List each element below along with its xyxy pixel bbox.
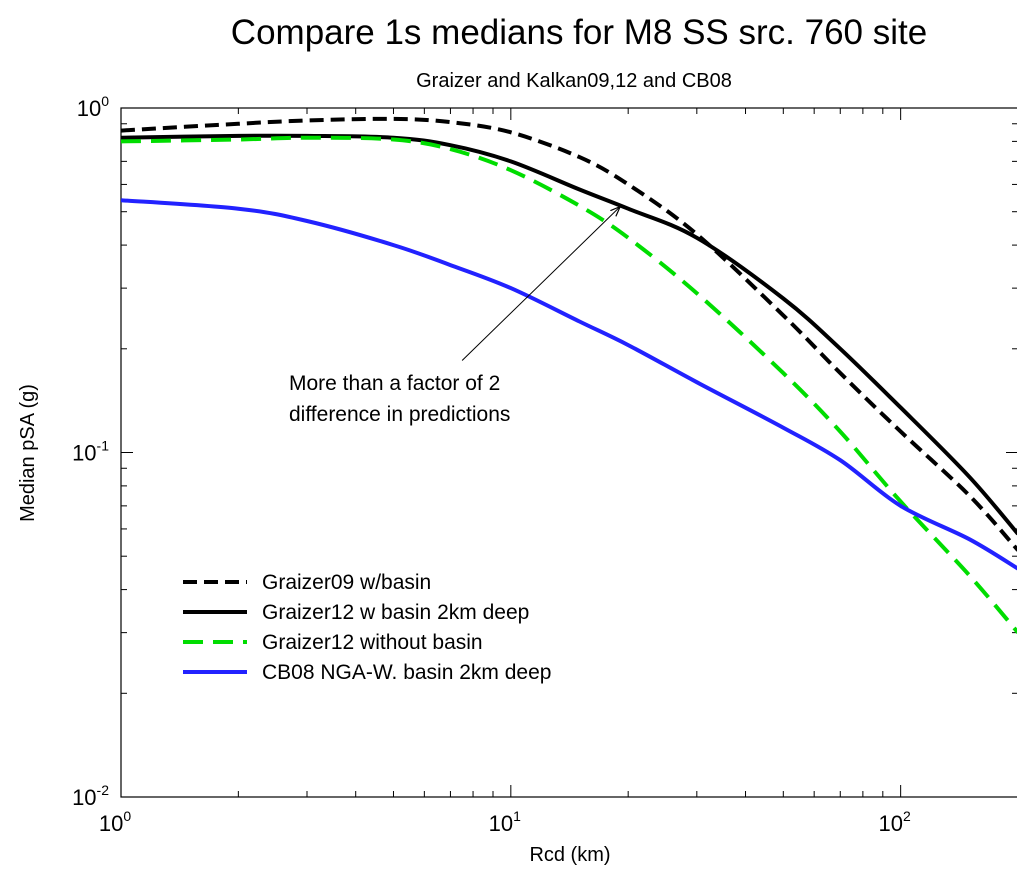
chart-subtitle: Graizer and Kalkan09,12 and CB08 bbox=[416, 70, 732, 92]
y-tick-label: 100 bbox=[77, 93, 109, 121]
annotation-text: difference in predictions bbox=[289, 403, 510, 426]
x-tick-base: 10 bbox=[99, 811, 123, 836]
chart-title: Compare 1s medians for M8 SS src. 760 si… bbox=[231, 13, 927, 52]
y-tick-exponent: -2 bbox=[97, 782, 110, 798]
x-tick-base: 10 bbox=[879, 811, 903, 836]
y-tick-label: 10-1 bbox=[72, 438, 109, 466]
series-line-2 bbox=[121, 133, 1017, 536]
legend-label: Graizer12 without basin bbox=[262, 631, 483, 654]
annotation-arrow bbox=[461, 207, 619, 361]
series-line-3 bbox=[121, 135, 1017, 634]
x-tick-exponent: 1 bbox=[513, 808, 521, 824]
y-tick-base: 10 bbox=[72, 785, 96, 810]
x-tick-base: 10 bbox=[489, 811, 513, 836]
x-tick-exponent: 2 bbox=[903, 808, 911, 824]
y-tick-base: 10 bbox=[72, 441, 96, 466]
annotation-text: More than a factor of 2 bbox=[289, 372, 500, 395]
y-tick-base: 10 bbox=[77, 96, 101, 121]
y-tick-exponent: -1 bbox=[97, 438, 110, 454]
x-tick-label: 102 bbox=[879, 808, 911, 836]
y-tick-exponent: 0 bbox=[101, 93, 109, 109]
legend-label: Graizer09 w/basin bbox=[262, 571, 431, 594]
series-line-1 bbox=[121, 116, 1017, 552]
annotation: More than a factor of 2 difference in pre… bbox=[289, 207, 619, 426]
x-tick-label: 101 bbox=[489, 808, 521, 836]
series-lines bbox=[121, 116, 1017, 634]
series-line-4 bbox=[121, 198, 1017, 571]
legend: Graizer09 w/basin Graizer12 w basin 2km d… bbox=[183, 571, 551, 684]
legend-label: Graizer12 w basin 2km deep bbox=[262, 601, 529, 624]
x-tick-exponent: 0 bbox=[123, 808, 131, 824]
legend-label: CB08 NGA-W. basin 2km deep bbox=[262, 661, 551, 684]
x-tick-label: 100 bbox=[99, 808, 131, 836]
y-tick-label: 10-2 bbox=[72, 782, 109, 810]
x-axis-label: Rcd (km) bbox=[529, 844, 610, 866]
y-axis-label: Median pSA (g) bbox=[17, 384, 39, 522]
